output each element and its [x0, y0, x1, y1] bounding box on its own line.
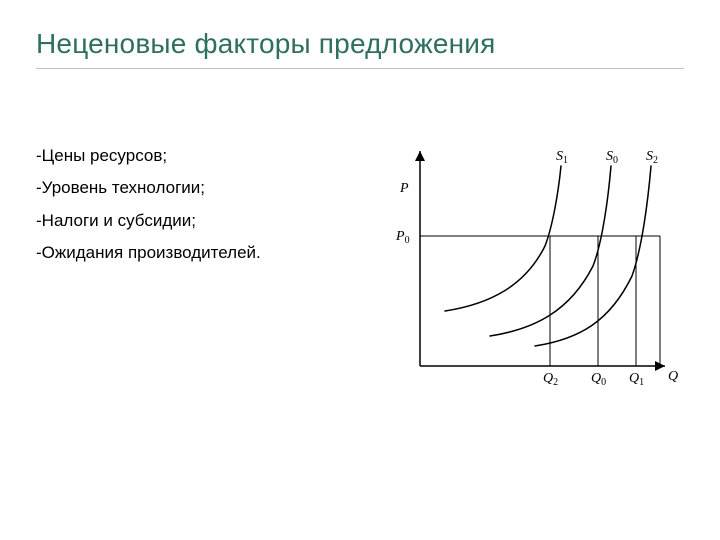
supply-curves	[445, 166, 651, 346]
svg-text:Q1: Q1	[629, 371, 644, 388]
bullet-item: -Налоги и субсидии;	[36, 205, 336, 237]
svg-text:S2: S2	[646, 149, 658, 166]
q-drop-lines	[550, 236, 636, 366]
bullet-item: -Ожидания производителей.	[36, 237, 336, 269]
bullet-item: -Уровень технологии;	[36, 172, 336, 204]
axes	[415, 151, 665, 371]
svg-text:Q2: Q2	[543, 371, 558, 388]
svg-text:P0: P0	[395, 229, 410, 246]
diagram-svg: P P0 Q S1 S0 S2 Q2 Q0 Q1	[360, 136, 690, 406]
bullet-item: -Цены ресурсов;	[36, 140, 336, 172]
svg-text:S1: S1	[556, 149, 568, 166]
title-underline	[36, 68, 684, 69]
title-block: Неценовые факторы предложения	[36, 28, 684, 69]
bullet-list: -Цены ресурсов; -Уровень технологии; -На…	[36, 140, 336, 269]
svg-text:P: P	[399, 181, 409, 196]
svg-text:S0: S0	[606, 149, 618, 166]
slide: Неценовые факторы предложения -Цены ресу…	[0, 0, 720, 540]
svg-text:Q: Q	[668, 369, 678, 384]
supply-shift-diagram: P P0 Q S1 S0 S2 Q2 Q0 Q1	[360, 136, 690, 406]
svg-text:Q0: Q0	[591, 371, 606, 388]
slide-title: Неценовые факторы предложения	[36, 28, 684, 60]
